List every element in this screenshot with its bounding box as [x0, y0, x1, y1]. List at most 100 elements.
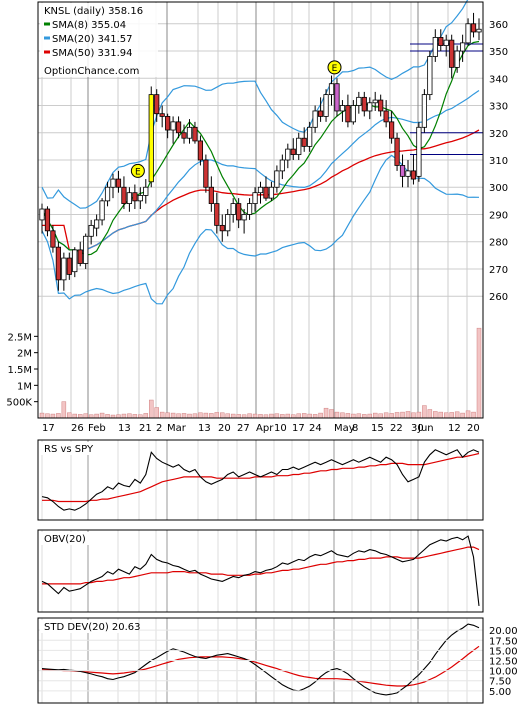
- volume-bar: [301, 413, 307, 419]
- price-tick-label: 340: [489, 74, 508, 85]
- candle-body: [246, 203, 253, 215]
- date-tick-label: 2: [156, 423, 162, 434]
- volume-bar: [225, 413, 230, 419]
- volume-bar: [372, 412, 378, 419]
- date-tick-label: 24: [309, 423, 322, 434]
- stddev-tick-label: 7.50: [489, 677, 511, 688]
- volume-bar: [247, 413, 252, 419]
- volume-bar: [454, 411, 460, 419]
- candle-body: [443, 39, 449, 46]
- bollinger-upper-line: [41, 0, 469, 209]
- volume-bar: [39, 412, 45, 419]
- volume-bar: [198, 412, 203, 419]
- date-tick-label: 10: [274, 423, 287, 434]
- volume-bar: [209, 413, 214, 419]
- volume-bar: [427, 409, 433, 419]
- volume-bar: [443, 412, 449, 419]
- volume-bar: [394, 412, 400, 419]
- volume-bar: [438, 411, 444, 419]
- candle-body: [88, 224, 94, 237]
- volume-bar: [165, 412, 170, 419]
- volume-tick-label: 1M: [17, 381, 32, 392]
- price-tick-label: 360: [489, 20, 508, 31]
- date-tick-label: 20: [218, 423, 231, 434]
- volume-bar: [252, 413, 258, 419]
- candle-body: [427, 56, 433, 96]
- candle-body: [154, 94, 160, 115]
- panel-border: [37, 617, 484, 704]
- candle-body: [405, 170, 411, 177]
- volume-bar: [230, 413, 236, 419]
- candle-body: [50, 230, 56, 248]
- candle-body: [460, 42, 466, 52]
- volume-bar: [269, 413, 274, 419]
- candle-body: [421, 94, 427, 128]
- legend-entry: SMA(8) 355.04: [52, 20, 126, 31]
- volume-bar: [187, 413, 192, 419]
- volume-bar: [383, 412, 389, 419]
- volume-bar: [72, 413, 78, 419]
- rs-panel-frame: [37, 439, 484, 521]
- candle-body: [137, 195, 143, 202]
- candle-body: [356, 96, 362, 106]
- candle-body: [55, 246, 61, 281]
- candle-body: [170, 121, 176, 131]
- candle-body: [44, 208, 51, 232]
- candle-body: [126, 192, 132, 204]
- candle-body: [268, 186, 275, 199]
- date-tick-label: 17: [42, 423, 55, 434]
- volume-bar: [105, 414, 110, 419]
- candle-body: [94, 219, 100, 229]
- candle-body: [77, 249, 83, 264]
- candle-body: [323, 94, 329, 117]
- candle-body: [132, 192, 138, 202]
- bollinger-lower-line: [41, 154, 480, 305]
- date-tick-label: 22: [390, 423, 403, 434]
- volume-bar: [280, 414, 285, 419]
- obv-panel-frame: [37, 529, 484, 613]
- volume-bar: [340, 412, 345, 419]
- candle-body: [121, 186, 127, 204]
- candle-body: [388, 121, 395, 139]
- volume-bar: [411, 412, 416, 419]
- stddev-tick-label: 10.00: [489, 667, 518, 678]
- volume-tick-label: 1.5M: [7, 365, 32, 376]
- candle-body: [72, 249, 78, 273]
- volume-bar: [465, 410, 471, 419]
- stddev-tick-label: 20.00: [489, 626, 518, 637]
- watermark-text: OptionChance.com: [44, 66, 139, 77]
- volume-bar: [274, 413, 280, 419]
- volume-bar: [159, 411, 165, 419]
- volume-bar: [476, 327, 482, 419]
- candle-body: [148, 94, 154, 183]
- volume-bar: [329, 409, 334, 419]
- obv-panel-title: OBV(20): [44, 534, 86, 545]
- candle-body: [236, 203, 242, 221]
- candle-body: [203, 159, 209, 188]
- candle-body: [465, 23, 471, 44]
- earnings-marker-label: E: [135, 167, 141, 177]
- candle-body: [416, 126, 422, 177]
- candle-body: [454, 50, 460, 68]
- volume-bar: [318, 412, 323, 419]
- candle-body: [208, 186, 214, 204]
- date-tick-label: 20: [467, 423, 480, 434]
- candle-body: [263, 186, 269, 199]
- candle-body: [334, 83, 340, 112]
- candle-body: [39, 208, 45, 221]
- candle-body: [165, 116, 171, 131]
- volume-bar: [422, 405, 427, 419]
- candle-body: [241, 214, 247, 221]
- rs-panel-title: RS vs SPY: [44, 444, 94, 455]
- candle-body: [192, 126, 198, 142]
- volume-bar: [449, 412, 454, 419]
- candle-body: [225, 214, 231, 232]
- candle-body: [143, 186, 149, 196]
- volume-bar: [67, 412, 72, 419]
- stddev-panel-title: STD DEV(20) 20.63: [44, 622, 141, 633]
- panel-label-bg: [40, 620, 138, 633]
- legend-box: [40, 3, 158, 77]
- candle-body: [301, 137, 307, 147]
- earnings-marker-label: E: [332, 64, 338, 74]
- candle-body: [115, 178, 122, 188]
